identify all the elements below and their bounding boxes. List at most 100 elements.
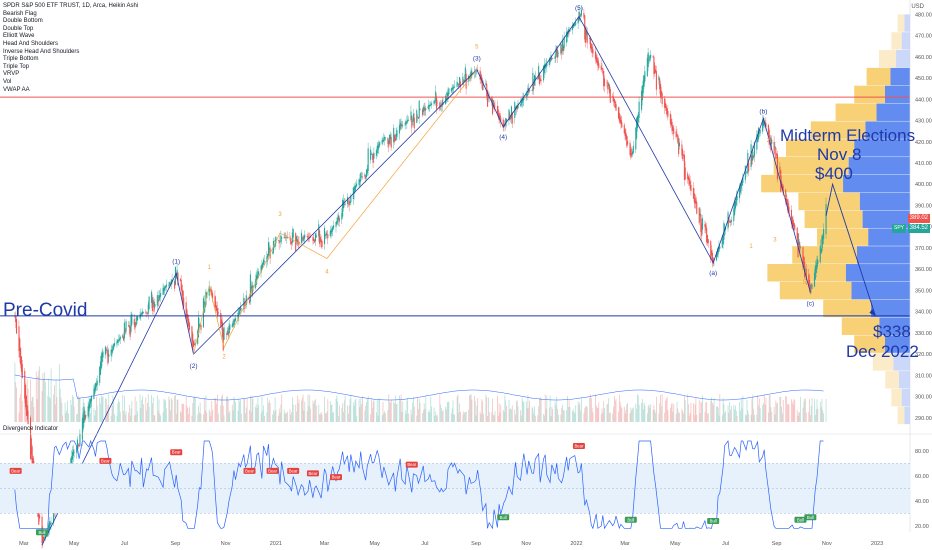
- oscillator-title[interactable]: Divergence Indicator: [3, 426, 59, 432]
- volume-profile-down: [779, 281, 852, 300]
- volume-bar: [168, 396, 170, 422]
- candle-body: [785, 189, 787, 201]
- volume-bar: [238, 398, 240, 422]
- volume-bar: [324, 396, 325, 422]
- candle-body: [359, 179, 361, 183]
- volume-bar: [18, 412, 20, 422]
- candle-body: [510, 117, 512, 120]
- volume-bar: [511, 405, 513, 422]
- indicator-vwap-aa[interactable]: VWAP AA: [3, 86, 30, 93]
- volume-profile-down: [891, 32, 902, 50]
- volume-bar: [237, 410, 239, 422]
- volume-bar: [638, 404, 640, 422]
- volume-bar: [517, 406, 519, 422]
- candle-body: [556, 46, 558, 54]
- indicator-triple-top[interactable]: Triple Top: [3, 63, 30, 70]
- candle-body: [141, 311, 144, 314]
- indicator-elliott-wave[interactable]: Elliott Wave: [3, 33, 35, 40]
- candle-body: [146, 312, 149, 315]
- volume-bar: [341, 407, 343, 422]
- candle-body: [452, 87, 454, 89]
- volume-bar: [568, 400, 570, 422]
- candle-body: [557, 49, 559, 58]
- volume-bar: [521, 397, 523, 422]
- candle-body: [300, 232, 303, 244]
- candle-body: [655, 69, 657, 73]
- volume-bar: [586, 406, 587, 422]
- candle-body: [433, 100, 435, 105]
- volume-bar: [615, 398, 617, 422]
- indicator-inverse-head-and-shoulders[interactable]: Inverse Head And Shoulders: [3, 48, 80, 55]
- candle-body: [370, 149, 372, 160]
- candle-body: [421, 109, 424, 116]
- candle-body: [308, 236, 310, 238]
- candle-body: [375, 150, 377, 156]
- price-tick-label: 480.00: [915, 12, 932, 18]
- candle-body: [295, 233, 297, 252]
- volume-bar: [583, 413, 585, 422]
- volume-bar: [308, 405, 310, 422]
- volume-bar: [491, 412, 493, 422]
- candle-body: [96, 380, 98, 385]
- volume-bar: [396, 403, 398, 422]
- candle-body: [142, 311, 144, 313]
- candle-body: [678, 142, 681, 147]
- volume-bar: [485, 394, 487, 422]
- candle-body: [344, 203, 346, 205]
- volume-bar: [793, 399, 795, 422]
- volume-bar: [159, 413, 161, 422]
- indicator-triple-bottom[interactable]: Triple Bottom: [3, 56, 39, 63]
- volume-bar: [361, 403, 362, 422]
- candle-body: [486, 84, 488, 97]
- indicator-vol[interactable]: Vol: [3, 78, 12, 85]
- candle-body: [389, 134, 391, 144]
- candle-body: [764, 121, 766, 125]
- candle-body: [125, 321, 127, 332]
- indicator-vrvp[interactable]: VRVP: [3, 71, 20, 78]
- volume-bar: [327, 399, 329, 422]
- volume-bar: [648, 404, 650, 422]
- candle-body: [188, 318, 190, 327]
- volume-bar: [698, 400, 700, 422]
- candle-body: [417, 116, 419, 118]
- candle-body: [753, 155, 755, 158]
- volume-bar: [551, 406, 553, 422]
- candle-body: [106, 349, 108, 351]
- candle-body: [508, 109, 510, 121]
- volume-bar: [533, 413, 535, 422]
- volume-profile-down: [792, 246, 857, 264]
- candle-body: [533, 75, 536, 86]
- volume-bar: [96, 396, 97, 422]
- candle-body: [211, 292, 214, 299]
- volume-profile-up: [896, 50, 910, 68]
- volume-bar: [315, 405, 317, 422]
- candle-body: [722, 235, 724, 244]
- volume-bar: [359, 406, 361, 422]
- sub-wave-label: 5: [475, 44, 479, 50]
- volume-bar: [422, 413, 423, 422]
- volume-bar: [189, 406, 190, 422]
- indicator-head-and-shoulders[interactable]: Head And Shoulders: [3, 40, 59, 47]
- volume-bar: [777, 402, 778, 422]
- candle-body: [608, 83, 610, 86]
- candle-body: [268, 247, 270, 250]
- vwap-line: [14, 374, 824, 401]
- candle-body: [156, 295, 158, 306]
- candle-body: [623, 124, 625, 134]
- candle-body: [756, 134, 758, 150]
- indicator-double-top[interactable]: Double Top: [3, 25, 34, 32]
- candle-body: [511, 112, 513, 124]
- indicator-bearish-flag[interactable]: Bearish Flag: [3, 10, 37, 17]
- volume-bar: [286, 413, 288, 422]
- volume-bar: [182, 404, 184, 422]
- indicator-double-bottom[interactable]: Double Bottom: [3, 18, 43, 25]
- volume-bar: [765, 397, 767, 422]
- candle-body: [782, 186, 784, 194]
- volume-bar: [545, 408, 547, 422]
- candle-body: [194, 343, 196, 345]
- volume-bar: [125, 411, 127, 422]
- candle-body: [580, 14, 582, 17]
- candle-body: [202, 298, 205, 328]
- sub-wave-label: 2: [222, 354, 226, 360]
